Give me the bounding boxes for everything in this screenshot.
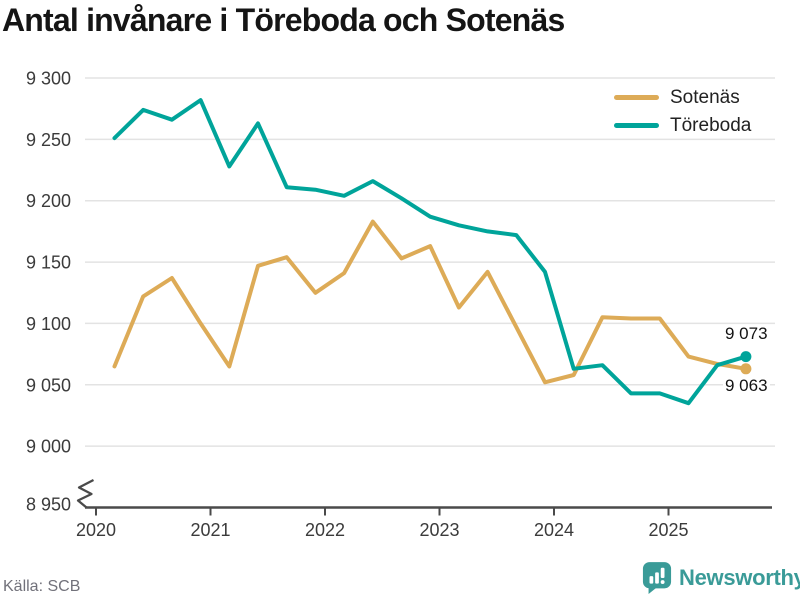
series-line-toreboda — [112, 98, 748, 406]
end-value-label-sotenas: 9 063 — [723, 376, 770, 395]
series-line-sotenas — [112, 219, 748, 385]
legend-swatch-sotenas — [614, 95, 659, 100]
chart-title: Antal invånare i Töreboda och Sotenäs — [2, 2, 565, 38]
branding-name: Newsworthy — [679, 565, 800, 590]
legend: Sotenäs Töreboda — [614, 88, 751, 135]
series-end-marker-toreboda — [740, 351, 752, 363]
y-tick-label: 9 150 — [26, 253, 71, 273]
y-tick-label: 9 100 — [26, 314, 71, 334]
legend-row: Töreboda — [614, 116, 751, 135]
branding: Newsworthy — [642, 561, 800, 595]
y-tick-label: 9 000 — [26, 437, 71, 457]
legend-row: Sotenäs — [614, 88, 751, 107]
y-tick-label: 9 250 — [26, 130, 71, 150]
newsworthy-logo-icon — [642, 562, 672, 594]
y-tick-label: 8 950 — [26, 495, 71, 515]
legend-label-toreboda: Töreboda — [670, 115, 752, 136]
x-tick-label: 2020 — [76, 520, 116, 540]
source-note: Källa: SCB — [3, 578, 81, 595]
y-tick-label: 9 050 — [26, 375, 71, 395]
x-tick-label: 2025 — [648, 520, 688, 540]
y-tick-label: 9 200 — [26, 191, 71, 211]
axis-break-icon — [76, 478, 95, 509]
series-end-marker-sotenas — [740, 363, 752, 375]
line-chart-plot: 9 300 9 250 9 200 9 150 9 100 9 050 9 000 8 950… — [26, 69, 775, 540]
x-tick-label: 2021 — [190, 520, 230, 540]
y-tick-label: 9 300 — [26, 69, 71, 89]
x-tick-label: 2024 — [534, 520, 574, 540]
end-value-label-toreboda: 9 073 — [723, 324, 770, 343]
legend-swatch-toreboda — [614, 123, 659, 128]
x-tick-label: 2023 — [419, 520, 459, 540]
x-tick-label: 2022 — [305, 520, 345, 540]
legend-label-sotenas: Sotenäs — [670, 87, 740, 108]
